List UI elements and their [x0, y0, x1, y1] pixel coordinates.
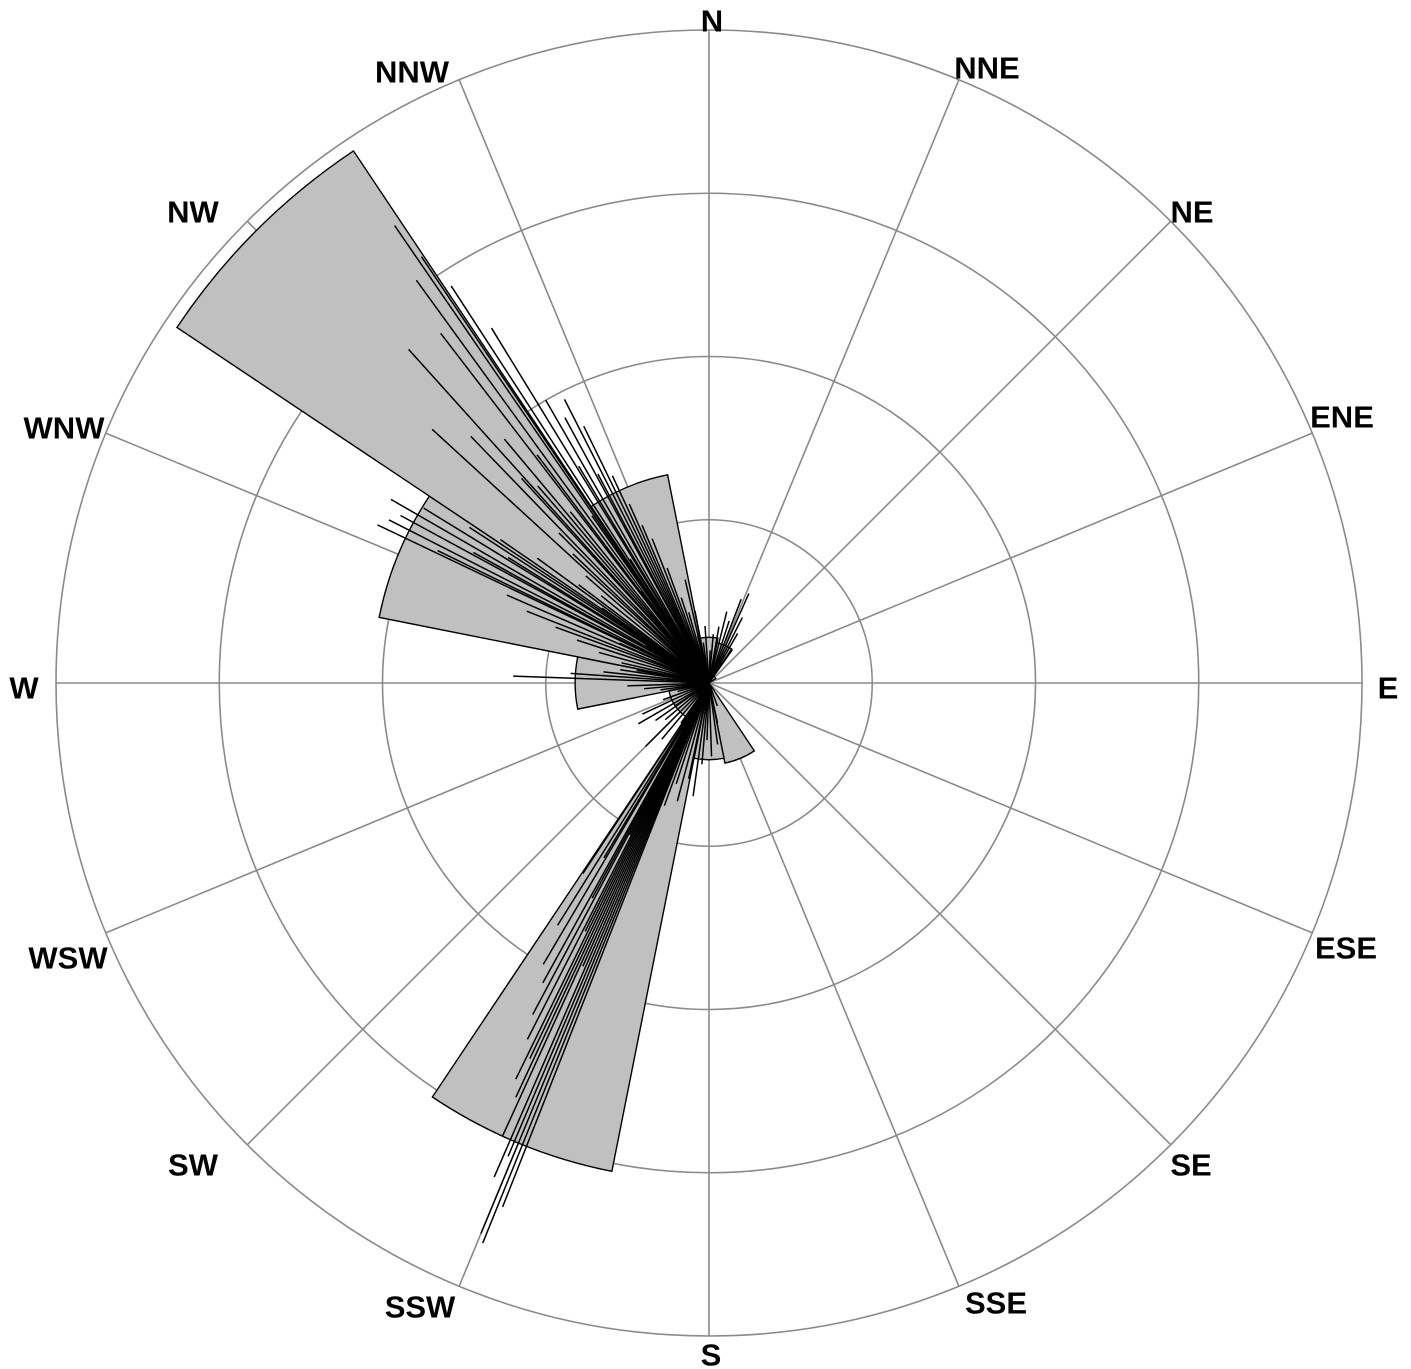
- spoke-sse: [708, 682, 960, 1287]
- spoke-se: [708, 682, 1172, 1146]
- observation-spike-11: [545, 399, 710, 684]
- observation-spike-53: [621, 662, 710, 684]
- sector-wnw: [378, 495, 710, 684]
- observation-spike-13: [563, 399, 710, 684]
- observation-spike-18: [578, 465, 710, 684]
- observation-spike-43: [468, 526, 710, 684]
- direction-label-nnw: NNW: [375, 55, 450, 90]
- observation-spike-74: [661, 682, 710, 740]
- observation-spike-106: [708, 682, 719, 724]
- direction-label-wnw: WNW: [24, 411, 106, 446]
- observation-spike-50: [555, 626, 710, 684]
- direction-labels: N NNE NE ENE E ESE SE SSE S SSW SW WSW W WNW NW NNW: [9, 4, 1398, 1369]
- observation-spike-38: [388, 519, 710, 684]
- observation-spike-57: [645, 645, 710, 684]
- observation-spike-62: [636, 669, 710, 684]
- observation-spike-71: [655, 682, 710, 722]
- observation-spike-78: [501, 682, 710, 1208]
- direction-label-sw: SW: [168, 1148, 219, 1183]
- observation-spike-90: [582, 682, 710, 967]
- direction-label-ssw: SSW: [385, 1290, 456, 1325]
- observation-spike-9: [470, 435, 710, 684]
- observation-spike-19: [597, 473, 710, 684]
- direction-label-s: S: [701, 1338, 722, 1369]
- observation-spike-29: [600, 595, 710, 684]
- direction-label-sse: SSE: [965, 1286, 1027, 1321]
- observation-spike-2: [420, 256, 710, 684]
- direction-label-n: N: [701, 4, 723, 39]
- spoke-ne: [708, 220, 1172, 684]
- observation-spike-115: [708, 649, 734, 684]
- spoke-ese: [708, 682, 1313, 934]
- observation-spike-17: [520, 477, 710, 684]
- observation-spike-54: [578, 584, 710, 684]
- observation-spike-107: [708, 682, 719, 707]
- observation-spike-100: [687, 682, 710, 779]
- observation-spike-111: [708, 598, 742, 684]
- observation-spike-91: [584, 682, 710, 932]
- observation-spike-49: [526, 610, 710, 684]
- observation-spike-89: [556, 682, 710, 926]
- spoke-wsw: [105, 682, 710, 934]
- observation-spike-94: [603, 682, 710, 859]
- sector-ssw: [431, 682, 710, 1173]
- observation-spike-36: [650, 614, 710, 684]
- observation-spike-42: [437, 549, 710, 684]
- observation-spike-56: [619, 642, 710, 684]
- direction-label-ene: ENE: [1310, 400, 1374, 435]
- spoke-ene: [708, 432, 1313, 684]
- observation-spike-58: [513, 675, 710, 684]
- direction-label-ne: NE: [1170, 195, 1213, 230]
- observation-spike-73: [644, 682, 710, 748]
- observation-spike-98: [675, 682, 710, 785]
- observation-spike-28: [585, 575, 710, 684]
- observation-spike-1: [394, 225, 710, 684]
- observation-spike-70: [637, 682, 710, 725]
- observation-spike-24: [569, 511, 710, 684]
- observation-spike-101: [692, 682, 710, 797]
- direction-label-e: E: [1378, 671, 1399, 706]
- observation-spike-109: [708, 611, 728, 684]
- spoke-sw: [246, 682, 710, 1146]
- direction-label-nne: NNE: [954, 51, 1019, 86]
- observation-spike-84: [529, 682, 710, 1060]
- observation-spike-77: [480, 682, 710, 1234]
- observation-spike-59: [570, 672, 710, 684]
- observation-spike-76: [482, 682, 710, 1244]
- observation-spike-112: [708, 593, 750, 684]
- observation-spike-45: [473, 551, 710, 684]
- direction-label-w: W: [9, 671, 39, 706]
- observation-spike-8: [431, 428, 710, 684]
- observation-spike-34: [629, 558, 710, 684]
- observation-spike-97: [663, 682, 710, 806]
- observation-spike-79: [493, 682, 710, 1178]
- direction-label-nw: NW: [167, 195, 219, 230]
- observation-spike-27: [572, 553, 710, 684]
- direction-label-wsw: WSW: [28, 941, 108, 976]
- observation-spikes: [377, 225, 750, 1244]
- observation-spike-121: [684, 579, 710, 684]
- observation-spike-46: [507, 556, 710, 684]
- observation-spike-35: [640, 590, 710, 684]
- spoke-nne: [708, 79, 960, 684]
- observation-spike-99: [676, 682, 710, 802]
- observation-spike-14: [583, 425, 710, 684]
- observation-spike-95: [629, 682, 710, 836]
- observation-spike-96: [650, 682, 710, 819]
- sector-sse: [708, 682, 756, 764]
- observation-spike-25: [591, 515, 710, 684]
- observation-spike-26: [558, 532, 710, 684]
- observation-spike-104: [708, 682, 713, 757]
- observation-spike-93: [582, 682, 710, 874]
- observation-spike-69: [642, 682, 710, 715]
- direction-label-ese: ESE: [1315, 931, 1377, 966]
- observation-spike-114: [708, 633, 739, 684]
- observation-spike-51: [576, 639, 710, 684]
- observation-spike-72: [664, 682, 710, 721]
- observation-spike-52: [598, 651, 710, 684]
- observation-spike-55: [601, 607, 710, 684]
- observation-spike-60: [603, 671, 710, 684]
- direction-label-se: SE: [1170, 1148, 1211, 1183]
